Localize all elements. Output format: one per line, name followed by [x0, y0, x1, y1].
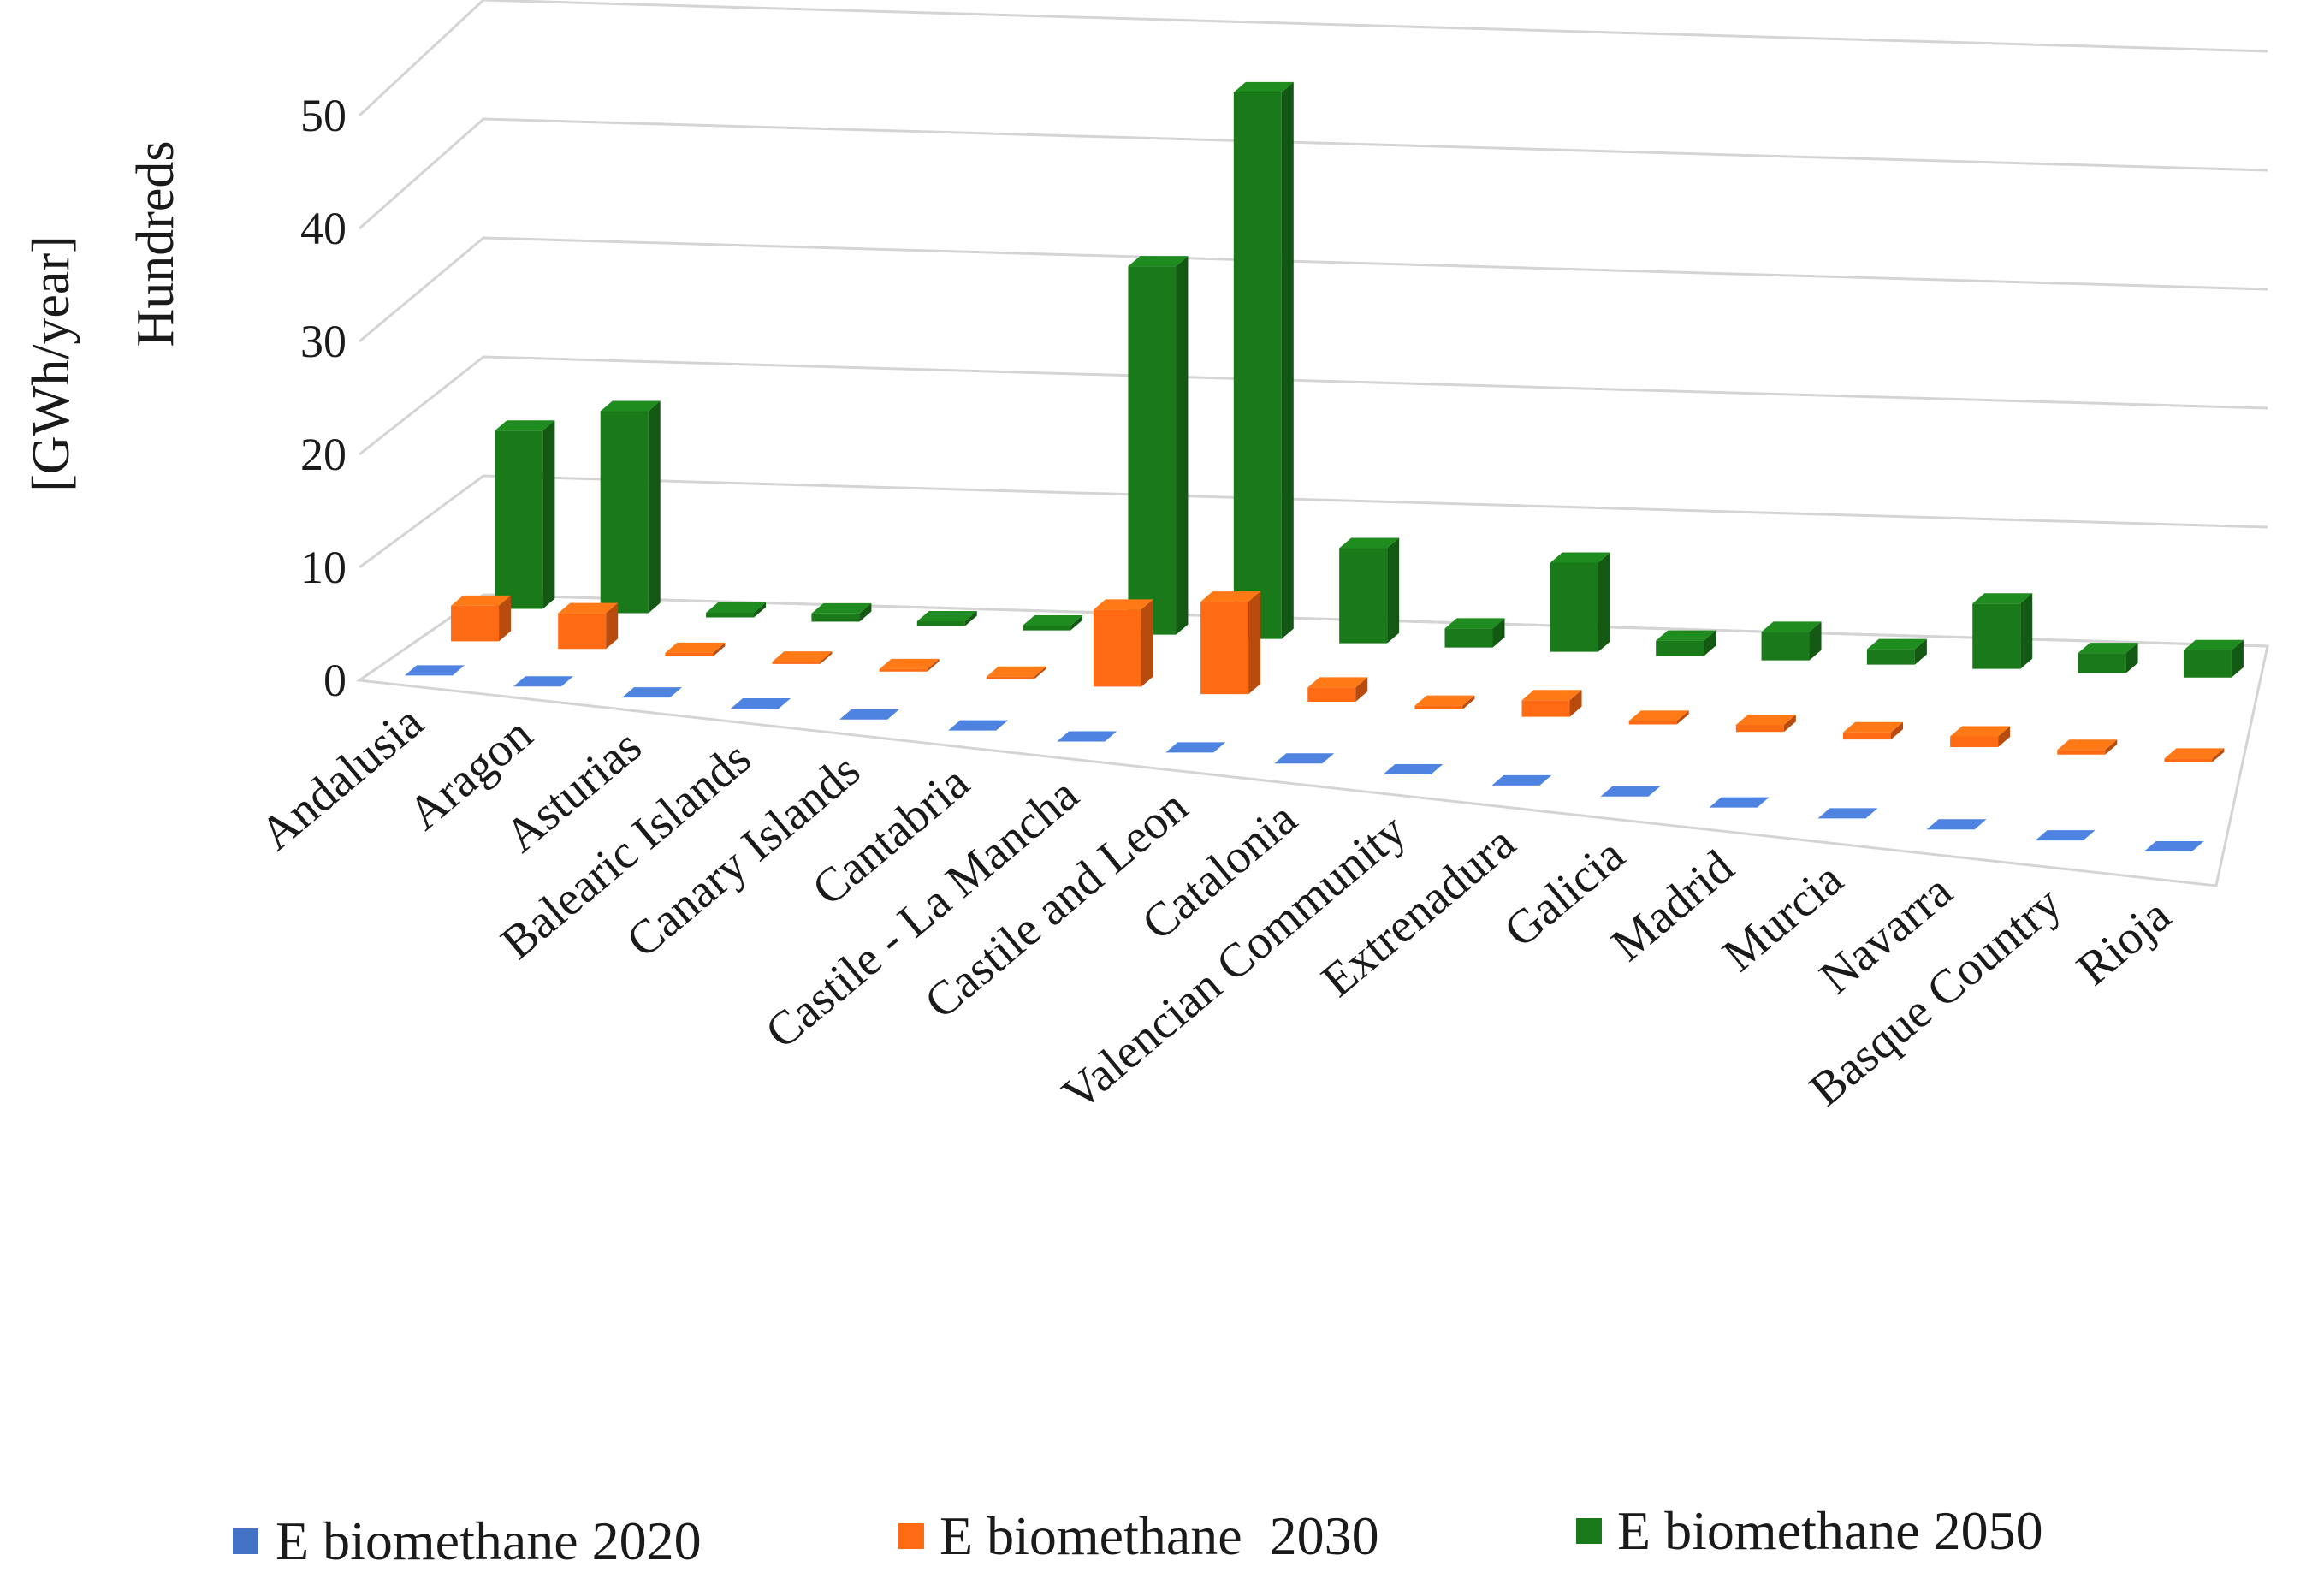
bar-2050 [1761, 621, 1822, 661]
bar-2030 [1200, 591, 1261, 695]
bar-2030 [558, 602, 619, 650]
bar-2050 [1972, 593, 2033, 669]
x-tick-label: Rioja [2067, 888, 2181, 996]
bar-2050 [495, 420, 555, 609]
y-tick-label: 40 [300, 203, 347, 254]
bar-2020 [622, 687, 683, 698]
bar-2030 [1521, 690, 1582, 717]
y-tick-label: 0 [323, 655, 347, 706]
bar-2030 [1628, 710, 1689, 725]
bar-2030 [772, 651, 833, 664]
gridline [359, 355, 2268, 456]
legend-swatch-2050 [1576, 1518, 1602, 1544]
gridline [359, 474, 2268, 569]
legend-label-2020: E biomethane 2020 [276, 1510, 702, 1571]
legend-swatch-2020 [233, 1528, 258, 1554]
x-tick-label: Andalusia [250, 695, 433, 861]
bar-2020 [1491, 774, 1552, 786]
bar-2020 [1165, 742, 1226, 753]
y-tick-label: 50 [300, 90, 347, 141]
bar-2050 [1656, 630, 1716, 656]
gridlines [358, 0, 2268, 682]
bar-2020 [731, 697, 791, 709]
legend-swatch-2030 [898, 1523, 924, 1549]
bar-2020 [2143, 840, 2204, 851]
y-axis-ticks: 0 10 20 30 40 50 [300, 90, 347, 706]
bars [404, 81, 2244, 851]
bar-2050 [2078, 643, 2138, 673]
bar-2050 [916, 610, 977, 626]
bar-2050 [811, 602, 872, 622]
bar-2050 [2183, 639, 2244, 678]
bar-2030 [2164, 748, 2225, 762]
y-tick-label: 10 [300, 542, 347, 593]
bar-2050 [1866, 638, 1927, 665]
bar-2020 [839, 709, 900, 720]
bar-2050 [706, 602, 767, 618]
bar-2020 [948, 720, 1009, 731]
bar-2050 [1339, 537, 1400, 644]
bar-2020 [1274, 753, 1335, 764]
legend-label-2030: E biomethane 2030 [940, 1505, 1379, 1566]
bar-2020 [513, 676, 573, 687]
bar-2030 [665, 642, 726, 657]
legend-label-2050: E biomethane 2050 [1617, 1500, 2043, 1561]
bar-2020 [1817, 808, 1878, 819]
bar-2050 [1444, 618, 1505, 648]
bar-2050 [1128, 256, 1189, 635]
bar-2030 [1414, 695, 1475, 709]
gridline [358, 0, 2268, 117]
gridline [359, 236, 2268, 343]
gridline [359, 593, 2268, 682]
bar-2020 [1057, 731, 1117, 742]
bar-2050 [1233, 81, 1294, 639]
bar-2030 [1950, 726, 2011, 747]
bar-2020 [1709, 797, 1770, 808]
y-tick-label: 30 [300, 316, 347, 367]
y-axis-title: [GWh/year] [22, 235, 80, 492]
bar-2050 [1550, 552, 1610, 652]
bar-2030 [2057, 739, 2118, 755]
bar-2030 [986, 666, 1046, 679]
legend: E biomethane 2020 E biomethane 2030 E bi… [233, 1500, 2043, 1571]
bar-2020 [2035, 830, 2096, 841]
bar-2030 [1093, 599, 1153, 687]
bar-2020 [404, 665, 465, 676]
bar-2030 [1307, 677, 1368, 702]
bar-2050 [600, 400, 661, 614]
bar-2030 [879, 658, 940, 672]
bar-2030 [451, 595, 512, 642]
bar-2020 [1926, 819, 1987, 830]
bar-2020 [1383, 764, 1444, 775]
bar-2050 [1023, 615, 1083, 631]
gridline [359, 117, 2268, 230]
bar-2030 [1842, 721, 1903, 740]
y-axis-unit-label: Hundreds [127, 140, 185, 347]
bar-2020 [1600, 786, 1661, 797]
y-tick-label: 20 [300, 429, 347, 480]
bar-2030 [1735, 714, 1796, 733]
